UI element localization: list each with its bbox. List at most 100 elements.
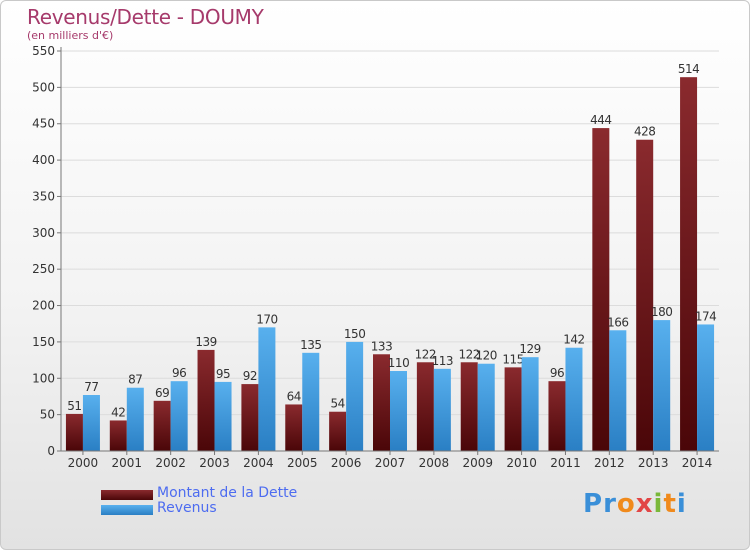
chart-subtitle: (en milliers d'€) [27,29,114,42]
y-tick-label: 200 [32,299,55,313]
bar-debt-2006 [329,411,347,451]
data-label-debt: 133 [371,339,392,353]
data-label-debt: 115 [502,352,523,366]
y-tick-label: 550 [32,44,55,58]
bar-debt-2013 [636,139,654,451]
data-label-revenus: 174 [695,309,716,323]
data-label-revenus: 150 [344,327,365,341]
x-tick-label: 2001 [112,456,143,470]
legend-swatch-debt [101,490,153,500]
x-tick-label: 2008 [419,456,450,470]
data-label-revenus: 135 [300,338,321,352]
bar-revenus-2010 [521,357,539,451]
bar-revenus-2008 [433,368,451,451]
bar-revenus-2000 [82,395,100,451]
x-tick-label: 2014 [682,456,713,470]
data-label-debt: 92 [243,369,257,383]
logo-letter: P [583,489,604,519]
y-tick-label: 300 [32,226,55,240]
data-label-revenus: 96 [172,366,186,380]
y-tick-label: 0 [47,444,55,458]
x-tick-label: 2005 [287,456,318,470]
bar-debt-2000 [65,413,83,451]
data-label-debt: 51 [67,399,81,413]
x-tick-label: 2010 [506,456,537,470]
data-label-revenus: 129 [519,342,540,356]
x-tick-label: 2009 [462,456,493,470]
data-label-debt: 96 [550,366,564,380]
data-label-revenus: 77 [84,380,98,394]
bar-debt-2001 [109,420,127,451]
data-label-debt: 69 [155,386,169,400]
bar-revenus-2007 [390,371,407,451]
bar-debt-2004 [241,384,259,451]
data-label-revenus: 180 [651,305,672,319]
bar-debt-2008 [416,362,434,451]
bar-revenus-2003 [214,381,232,451]
data-label-revenus: 87 [128,373,142,387]
data-label-debt: 54 [330,397,344,411]
y-tick-label: 100 [32,371,55,385]
y-tick-label: 50 [40,408,55,422]
data-label-debt: 514 [678,62,699,76]
y-tick-label: 350 [32,189,55,203]
data-label-revenus: 110 [388,356,409,370]
x-tick-label: 2002 [155,456,186,470]
bar-revenus-2011 [565,347,583,451]
data-label-revenus: 113 [432,354,453,368]
proxiti-logo: Proxiti [583,489,687,519]
bar-revenus-2005 [302,352,320,451]
logo-letter: i [676,489,687,519]
x-tick-label: 2011 [550,456,581,470]
chart-title: Revenus/Dette - DOUMY [27,5,264,29]
logo-letter: i [653,489,664,519]
legend-swatch-revenus [101,505,153,515]
y-tick-label: 250 [32,262,55,276]
x-tick-label: 2000 [68,456,99,470]
bar-revenus-2014 [697,324,715,451]
x-tick-label: 2013 [638,456,669,470]
bar-debt-2014 [680,77,698,451]
data-label-debt: 444 [590,113,611,127]
bar-revenus-2001 [126,387,144,451]
bar-debt-2009 [460,362,478,451]
bar-revenus-2013 [653,320,671,451]
data-label-debt: 122 [459,347,480,361]
y-tick-label: 450 [32,117,55,131]
bar-debt-2012 [592,128,610,451]
data-label-debt: 428 [634,125,655,139]
y-tick-label: 500 [32,80,55,94]
bar-debt-2007 [373,354,390,451]
legend-label-debt: Montant de la Dette [157,485,298,501]
logo-letter: t [663,489,677,519]
bar-revenus-2004 [258,327,276,451]
data-label-debt: 64 [287,389,301,403]
bar-debt-2011 [548,381,566,451]
legend-label-revenus: Revenus [157,500,217,516]
bar-debt-2005 [285,404,303,451]
x-tick-label: 2012 [594,456,625,470]
bar-revenus-2006 [346,341,364,451]
x-tick-label: 2007 [375,456,406,470]
x-tick-label: 2006 [331,456,362,470]
bar-debt-2010 [504,367,522,451]
x-tick-label: 2004 [243,456,274,470]
bar-debt-2002 [153,400,171,451]
logo-letter: r [603,489,617,519]
bar-debt-2003 [197,349,215,451]
bar-revenus-2009 [477,363,495,451]
x-tick-label: 2003 [199,456,230,470]
axis-layer: 0 50 100 150 200 250 300 350 400 450 500 550 2000 200… [32,44,719,470]
logo-letter: o [616,489,636,519]
data-label-revenus: 166 [607,315,628,329]
data-label-debt: 139 [195,335,216,349]
data-label-revenus: 120 [476,349,497,363]
data-label-revenus: 95 [216,367,230,381]
data-label-debt: 42 [111,405,125,419]
data-label-revenus: 170 [256,312,277,326]
y-tick-label: 400 [32,153,55,167]
bar-revenus-2002 [170,381,188,451]
